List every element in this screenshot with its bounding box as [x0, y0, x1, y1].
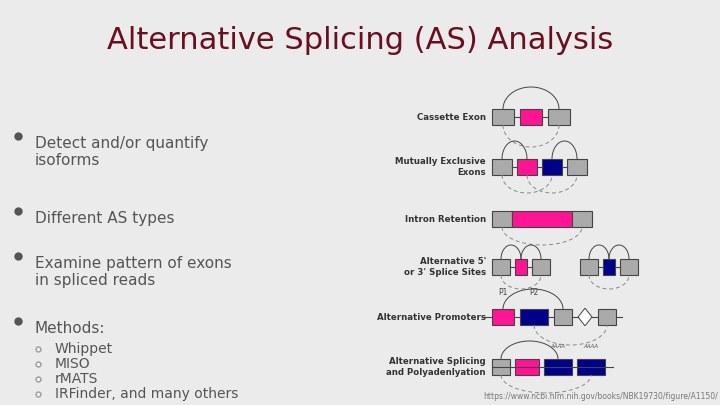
Text: Alternative Splicing
and Polyadenlyation: Alternative Splicing and Polyadenlyation — [387, 357, 486, 377]
Text: Intron Retention: Intron Retention — [405, 215, 486, 224]
Bar — [598, 309, 616, 325]
Bar — [620, 259, 638, 275]
Bar — [554, 309, 572, 325]
Text: Methods:: Methods: — [35, 321, 106, 336]
Bar — [520, 309, 548, 325]
Bar — [548, 109, 570, 125]
Text: Cassette Exon: Cassette Exon — [417, 113, 486, 121]
Text: Alternative 5'
or 3' Splice Sites: Alternative 5' or 3' Splice Sites — [404, 257, 486, 277]
Text: MISO: MISO — [55, 357, 91, 371]
Text: Alternative Promoters: Alternative Promoters — [377, 313, 486, 322]
Bar — [492, 309, 514, 325]
Text: Mutually Exclusive
Exons: Mutually Exclusive Exons — [395, 157, 486, 177]
Text: Alternative Splicing (AS) Analysis: Alternative Splicing (AS) Analysis — [107, 26, 613, 55]
Text: Examine pattern of exons
in spliced reads: Examine pattern of exons in spliced read… — [35, 256, 232, 288]
Bar — [567, 159, 587, 175]
Bar — [517, 159, 537, 175]
Bar — [492, 109, 514, 125]
Text: AAAA: AAAA — [583, 344, 598, 349]
Text: Different AS types: Different AS types — [35, 211, 174, 226]
Bar — [492, 211, 512, 227]
Text: Whippet: Whippet — [55, 342, 113, 356]
Bar — [572, 211, 592, 227]
Bar — [492, 359, 510, 375]
Bar — [577, 359, 605, 375]
Bar — [520, 109, 542, 125]
Text: P1: P1 — [498, 288, 508, 297]
Bar — [512, 211, 572, 227]
Bar — [542, 159, 562, 175]
Text: AAAA: AAAA — [551, 344, 565, 349]
Text: Detect and/or quantify
isoforms: Detect and/or quantify isoforms — [35, 136, 208, 168]
Bar — [544, 359, 572, 375]
Bar — [532, 259, 550, 275]
Text: P2: P2 — [529, 288, 539, 297]
Bar — [515, 359, 539, 375]
Polygon shape — [578, 308, 592, 326]
Text: IRFinder, and many others: IRFinder, and many others — [55, 387, 238, 401]
Bar — [492, 159, 512, 175]
Bar — [492, 259, 510, 275]
Bar — [515, 259, 527, 275]
Bar — [603, 259, 615, 275]
Text: https://www.ncbi.nlm.nih.gov/books/NBK19730/figure/A1150/: https://www.ncbi.nlm.nih.gov/books/NBK19… — [483, 392, 718, 401]
Text: rMATS: rMATS — [55, 372, 99, 386]
Bar — [580, 259, 598, 275]
